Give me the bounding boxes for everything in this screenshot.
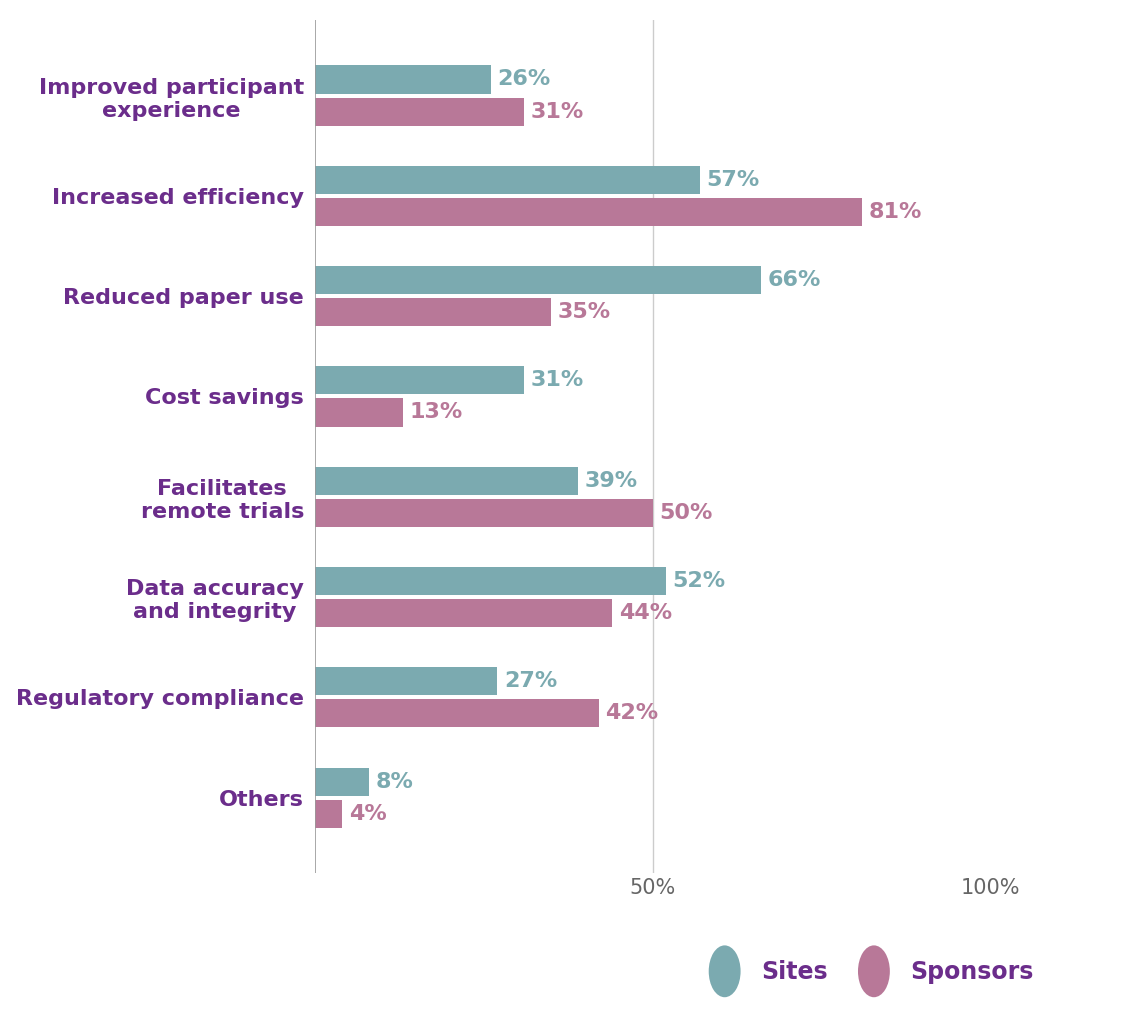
Bar	[315, 800, 342, 828]
Text: 81%: 81%	[868, 202, 921, 222]
Text: 39%: 39%	[585, 471, 638, 490]
Text: 35%: 35%	[558, 302, 611, 322]
Bar	[315, 498, 652, 527]
Bar	[315, 467, 578, 494]
Bar	[315, 699, 598, 728]
Text: 8%: 8%	[376, 771, 414, 792]
Bar	[315, 366, 524, 395]
Bar	[315, 97, 524, 126]
Text: 52%: 52%	[673, 571, 726, 591]
Bar	[315, 165, 700, 194]
Bar	[315, 567, 666, 595]
Bar	[315, 399, 403, 426]
Text: 13%: 13%	[410, 403, 462, 422]
Bar	[315, 198, 862, 226]
Text: 4%: 4%	[349, 804, 387, 824]
Bar	[315, 667, 497, 695]
Bar	[315, 767, 369, 796]
Text: 50%: 50%	[659, 502, 712, 523]
Text: 42%: 42%	[605, 703, 658, 724]
Text: 57%: 57%	[706, 170, 759, 190]
Text: 27%: 27%	[504, 671, 557, 691]
Bar	[315, 65, 490, 93]
Text: 31%: 31%	[531, 102, 584, 122]
Text: 66%: 66%	[767, 270, 820, 290]
Text: 26%: 26%	[497, 69, 550, 89]
Legend: Sites, Sponsors: Sites, Sponsors	[695, 945, 1046, 998]
Text: 44%: 44%	[619, 603, 672, 623]
Text: 31%: 31%	[531, 370, 584, 391]
Bar	[315, 599, 612, 627]
Bar	[315, 298, 551, 326]
Bar	[315, 266, 760, 294]
